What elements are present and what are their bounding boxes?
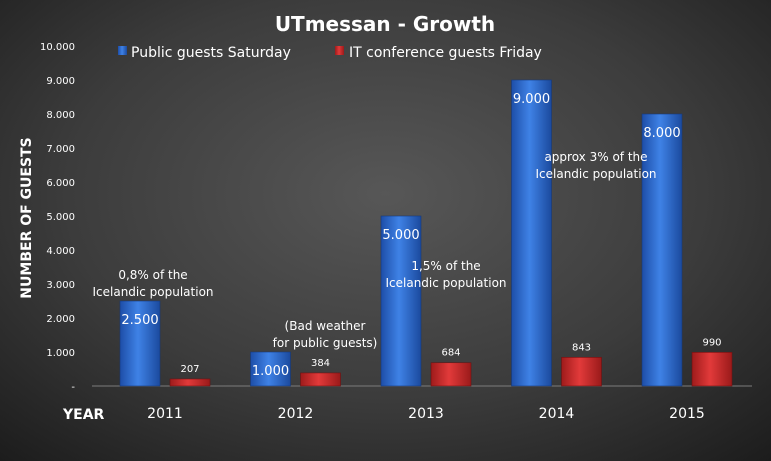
y-tick-label: 4.000: [46, 246, 75, 257]
data-label-it: 990: [702, 337, 721, 348]
x-tick-label: 2014: [539, 406, 575, 422]
annotation-2014: Icelandic population: [535, 167, 656, 181]
bar-it-conference: [430, 362, 472, 387]
value-labels: 2.500 1.000 5.000 9.000 8.000 207 384 684 843 990: [121, 92, 721, 379]
bar-it-conference: [300, 372, 341, 387]
y-tick-label: 9.000: [46, 76, 75, 87]
y-tick-label: 7.000: [46, 144, 75, 155]
y-tick-label: 3.000: [46, 280, 75, 291]
data-label-it: 384: [311, 358, 330, 369]
bars: [119, 79, 733, 387]
legend-label-it: IT conference guests Friday: [349, 45, 542, 61]
annotation-2014: approx 3% of the: [544, 150, 647, 164]
legend: Public guests Saturday IT conference gue…: [118, 45, 542, 61]
bar-it-conference: [561, 357, 602, 387]
y-tick-label: 1.000: [46, 348, 75, 359]
y-tick-label: -: [71, 382, 75, 393]
annotation-2013: Icelandic population: [385, 276, 506, 290]
x-axis-label: YEAR: [62, 407, 105, 423]
x-axis: 2011 2012 2013 2014 2015: [147, 406, 705, 422]
y-axis: - 1.000 2.000 3.000 4.000 5.000 6.000 7.000 8.00…: [40, 42, 75, 393]
annotation-2011: Icelandic population: [92, 285, 213, 299]
x-tick-label: 2012: [278, 406, 314, 422]
annotation-2012: (Bad weather: [285, 319, 366, 333]
bar-public-guests: [641, 113, 683, 387]
y-tick-label: 8.000: [46, 110, 75, 121]
data-label-it: 207: [180, 364, 199, 375]
x-tick-label: 2015: [669, 406, 705, 422]
data-label-public: 8.000: [643, 126, 680, 141]
bar-public-guests: [119, 300, 161, 387]
annotations: 0,8% of the Icelandic population (Bad weat…: [92, 150, 656, 350]
data-label-it: 843: [572, 342, 591, 353]
y-axis-label: NUMBER OF GUESTS: [19, 137, 35, 298]
data-label-public: 1.000: [252, 364, 289, 379]
bar-it-conference: [169, 378, 211, 387]
data-label-public: 5.000: [382, 228, 419, 243]
bar-public-guests: [511, 79, 552, 387]
x-tick-label: 2011: [147, 406, 183, 422]
data-label-public: 9.000: [513, 92, 550, 107]
bar-it-conference: [691, 352, 733, 387]
data-label-public: 2.500: [121, 313, 158, 328]
bar-public-guests: [380, 215, 422, 387]
chart-title: UTmessan - Growth: [275, 12, 495, 36]
y-tick-label: 5.000: [46, 212, 75, 223]
y-tick-label: 2.000: [46, 314, 75, 325]
annotation-2011: 0,8% of the: [118, 268, 187, 282]
x-tick-label: 2013: [408, 406, 444, 422]
annotation-2012: for public guests): [273, 336, 378, 350]
y-tick-label: 10.000: [40, 42, 75, 53]
data-label-it: 684: [441, 348, 460, 359]
legend-swatch-public: [118, 46, 127, 55]
legend-swatch-it: [335, 46, 344, 55]
legend-label-public: Public guests Saturday: [131, 45, 291, 61]
annotation-2013: 1,5% of the: [411, 259, 480, 273]
bar-public-guests: [250, 351, 291, 387]
y-tick-label: 6.000: [46, 178, 75, 189]
